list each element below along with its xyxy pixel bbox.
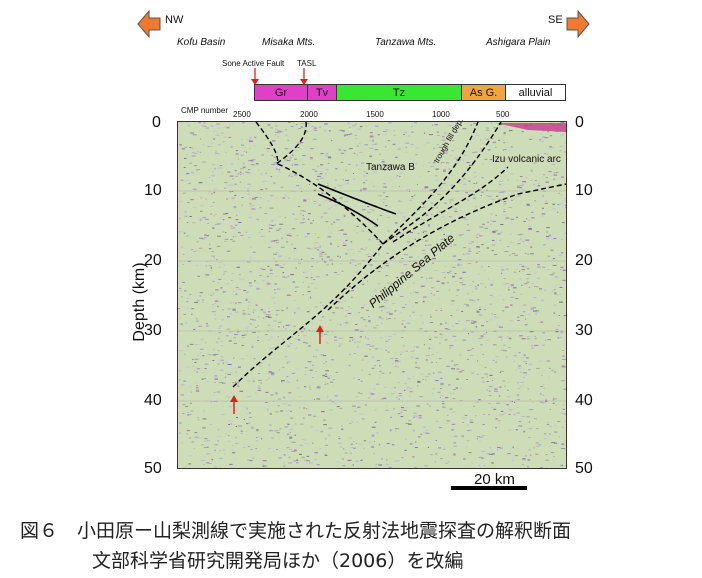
tasl-arrow-icon xyxy=(300,68,308,85)
unit-as-g: As G. xyxy=(461,84,506,101)
cmp-label: CMP number xyxy=(181,106,228,115)
unit-gr: Gr xyxy=(254,84,308,101)
location-ashigara-plain: Ashigara Plain xyxy=(486,37,551,48)
fault-line-tasl xyxy=(275,122,307,165)
sone-fault-arrow-icon xyxy=(251,68,259,85)
depth-tick-right: 40 xyxy=(575,392,593,409)
thrust-line-upper xyxy=(277,163,384,245)
depth-tick-left: 20 xyxy=(144,252,162,269)
depth-tick-right: 20 xyxy=(575,252,593,269)
depth-tick-left: 30 xyxy=(144,322,162,339)
plate-top xyxy=(327,183,566,311)
location-misaka-mts: Misaka Mts. xyxy=(262,37,316,48)
cmp-tick: 2500 xyxy=(233,110,251,119)
annotation-tanzawa-b: Tanzawa B xyxy=(366,162,415,173)
unit-tz: Tz xyxy=(336,84,462,101)
location-kofu-basin: Kofu Basin xyxy=(177,37,226,48)
depth-tick-right: 50 xyxy=(575,460,593,477)
tanzawa-b-reflector-2 xyxy=(317,193,379,227)
red-arrow-head xyxy=(316,325,324,332)
cmp-tick: 2000 xyxy=(300,110,318,119)
surface-feature xyxy=(496,123,566,132)
tanzawa-b-reflector-1 xyxy=(317,183,397,215)
depth-tick-left: 10 xyxy=(144,182,162,199)
sone-fault-label: Sone Active Fault xyxy=(222,59,285,68)
red-arrow-head xyxy=(230,395,238,402)
scale-bar-label: 20 km xyxy=(474,471,515,488)
nw-label: NW xyxy=(165,14,184,26)
location-tanzawa-mts: Tanzawa Mts. xyxy=(375,37,437,48)
annotation-izu-arc: Izu volcanic arc xyxy=(492,154,561,165)
trough-boundary-1 xyxy=(382,122,479,245)
scale-bar xyxy=(451,486,527,490)
unit-alluvial: alluvial xyxy=(505,84,566,101)
depth-tick-left: 40 xyxy=(144,392,162,409)
se-arrow-icon xyxy=(566,9,590,39)
tasl-label: TASL xyxy=(297,59,317,68)
reflection-texture xyxy=(178,122,566,468)
se-label: SE xyxy=(548,14,563,26)
cmp-tick: 1500 xyxy=(366,110,384,119)
depth-tick-right: 10 xyxy=(575,182,593,199)
trough-boundary-2 xyxy=(392,166,509,243)
figure-caption-line1: 図６ 小田原ー山梨測線で実施された反射法地震探査の解釈断面 xyxy=(20,520,572,542)
plate-boundary xyxy=(232,122,502,388)
depth-tick-right: 30 xyxy=(575,322,593,339)
unit-tv: Tv xyxy=(307,84,337,101)
depth-tick-left: 0 xyxy=(152,114,161,131)
seismic-section xyxy=(177,121,567,469)
cmp-tick: 1000 xyxy=(432,110,450,119)
nw-arrow-icon xyxy=(137,9,161,39)
cmp-tick: 500 xyxy=(496,110,510,119)
figure-caption-line2: 文部科学省研究開発局ほか（2006）を改編 xyxy=(92,550,464,572)
depth-tick-left: 50 xyxy=(144,460,162,477)
depth-tick-right: 0 xyxy=(575,114,584,131)
